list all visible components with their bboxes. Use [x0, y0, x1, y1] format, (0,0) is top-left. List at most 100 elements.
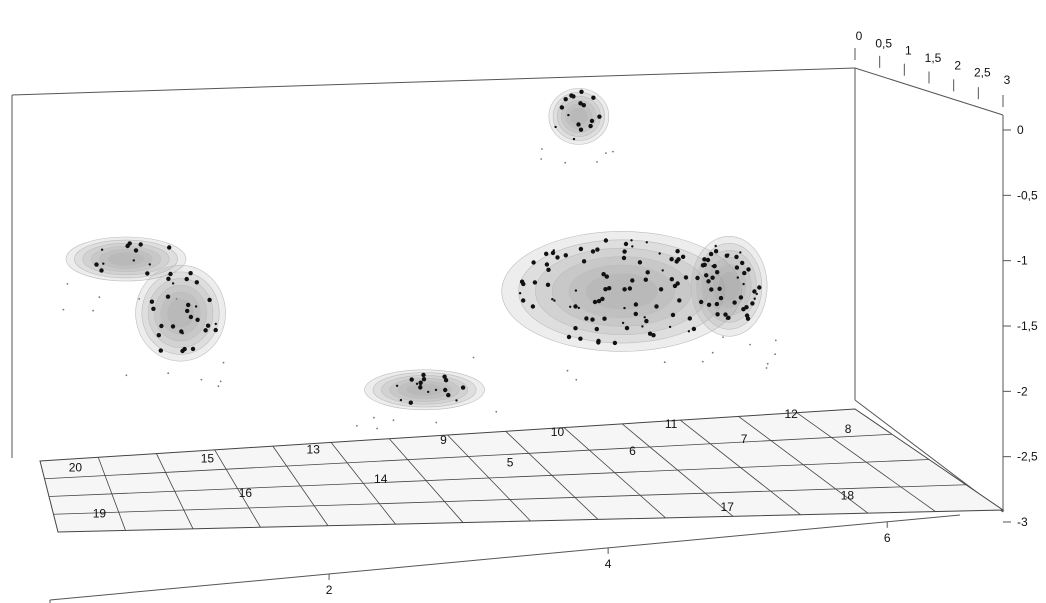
data-point — [408, 400, 413, 405]
floor-cell-label: 9 — [440, 433, 447, 447]
y-tick-label: 2 — [954, 58, 961, 72]
data-point — [460, 385, 466, 390]
data-point — [442, 374, 447, 379]
floor-cell-label: 10 — [551, 425, 565, 439]
shadow-point — [98, 296, 101, 299]
density-contour — [568, 264, 675, 319]
y-tick-label: 3 — [1004, 73, 1011, 87]
data-point — [572, 137, 576, 141]
data-point — [755, 292, 758, 296]
floor-grid: 20 15 13 9 10 11 12 19 16 14 5 6 7 8 17 18 — [39, 407, 1005, 533]
density-contour — [160, 291, 201, 335]
data-point — [194, 305, 198, 308]
y-tick-label: 1 — [905, 44, 912, 58]
shadow-point — [605, 152, 607, 155]
shadow-point — [472, 356, 475, 359]
data-point — [643, 316, 646, 319]
data-point — [207, 297, 212, 303]
data-point — [544, 251, 549, 256]
data-point — [596, 340, 601, 345]
data-point — [188, 271, 193, 276]
data-point — [592, 299, 598, 305]
data-point — [132, 259, 135, 262]
floor-grid-line — [53, 484, 967, 515]
shadow-point — [62, 308, 65, 311]
data-point — [668, 325, 672, 329]
data-point — [621, 321, 625, 325]
data-point — [102, 262, 105, 265]
data-point — [399, 398, 403, 402]
y-tick-label: 0,5 — [875, 36, 892, 50]
data-point — [581, 103, 586, 108]
shadow-point — [356, 424, 358, 427]
z-tick-label: -3 — [1017, 515, 1028, 529]
data-point — [156, 333, 161, 338]
data-point — [531, 260, 536, 265]
data-point — [188, 314, 194, 320]
floor-cell-label: 17 — [721, 500, 735, 514]
data-point — [633, 311, 638, 317]
shadow-point — [167, 372, 170, 375]
data-point — [577, 306, 580, 310]
shadow-point — [175, 298, 178, 300]
data-point — [727, 253, 730, 256]
data-point — [563, 253, 568, 258]
shadow-point — [217, 385, 220, 388]
data-point — [643, 277, 648, 282]
data-point — [675, 281, 680, 286]
density-contour — [82, 242, 170, 276]
data-point — [630, 278, 635, 283]
data-point — [546, 267, 551, 272]
data-point — [127, 241, 132, 246]
shadow-point — [392, 419, 395, 422]
data-point — [532, 280, 538, 285]
data-point — [752, 289, 757, 294]
data-point — [744, 313, 750, 318]
data-point — [519, 279, 525, 284]
data-point — [677, 298, 682, 303]
data-point — [675, 249, 680, 254]
floor-cell-label: 8 — [845, 422, 852, 436]
data-point — [718, 295, 724, 301]
data-point — [603, 238, 609, 243]
data-point — [603, 287, 608, 292]
data-point — [171, 282, 175, 285]
data-point — [590, 249, 596, 254]
data-point — [518, 292, 522, 295]
data-point — [165, 294, 171, 299]
shadow-point — [92, 309, 94, 312]
data-point — [99, 268, 104, 273]
data-point — [695, 275, 700, 281]
data-point — [597, 114, 602, 119]
density-contour — [518, 239, 726, 344]
data-point — [589, 118, 595, 124]
data-point — [753, 297, 756, 300]
data-point — [574, 289, 578, 292]
data-point — [757, 285, 762, 290]
data-point — [717, 286, 722, 291]
data-point — [734, 254, 739, 260]
data-point — [706, 279, 711, 284]
data-point — [591, 95, 596, 100]
data-point — [578, 336, 583, 341]
data-point — [651, 333, 656, 338]
density-contour — [552, 92, 605, 141]
data-point — [680, 254, 686, 259]
density-contour — [166, 298, 195, 328]
shadow-point — [66, 283, 69, 285]
shadow-point — [596, 161, 598, 163]
data-point — [746, 267, 751, 272]
data-point — [138, 242, 143, 247]
data-point — [607, 286, 612, 291]
data-point — [166, 276, 171, 281]
data-point — [742, 282, 745, 286]
floor-cell-label: 14 — [374, 472, 388, 486]
data-point — [645, 270, 650, 275]
data-point — [133, 248, 139, 253]
density-contour — [154, 285, 207, 342]
shadow-point — [200, 378, 203, 381]
data-point — [712, 263, 717, 269]
data-point — [545, 282, 551, 287]
data-point — [573, 326, 578, 331]
